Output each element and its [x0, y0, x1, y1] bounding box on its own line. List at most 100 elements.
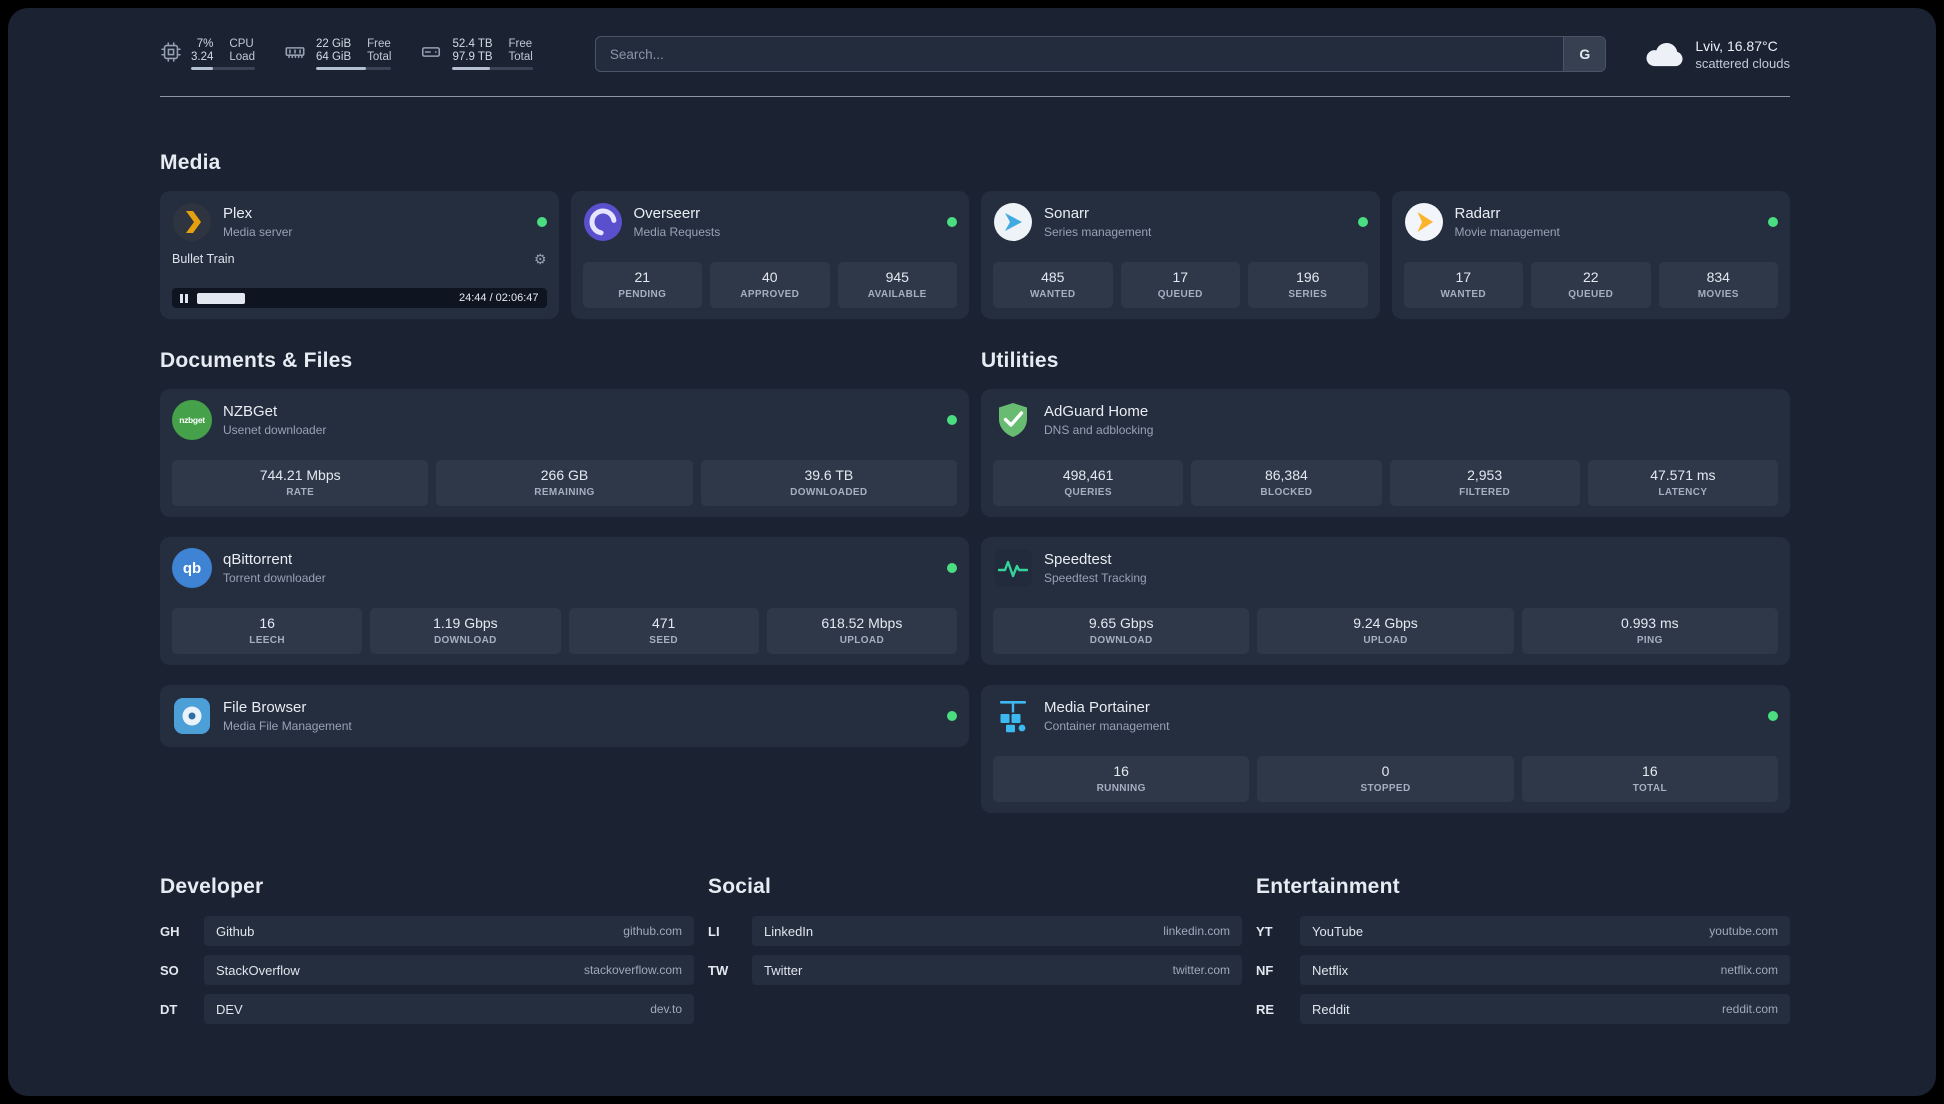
bookmark-name: StackOverflow — [216, 962, 300, 978]
cpu-usage-bar — [191, 67, 255, 70]
cpu-label: CPU — [229, 38, 254, 50]
qbittorrent-icon: qb — [172, 548, 212, 588]
ram-free-label: Free — [367, 38, 391, 50]
bookmark-name: Github — [216, 923, 255, 939]
section-title-developer: Developer — [160, 875, 264, 898]
service-name: Radarr — [1454, 205, 1501, 222]
speedtest-icon — [993, 548, 1033, 588]
service-subtitle: Torrent downloader — [223, 571, 326, 585]
bookmark-domain: github.com — [623, 924, 682, 938]
status-dot — [1768, 217, 1778, 227]
service-card-portainer[interactable]: Media Portainer Container management 16 … — [981, 685, 1790, 813]
bookmark-domain: netflix.com — [1720, 963, 1778, 977]
status-dot — [1357, 217, 1368, 227]
search-input[interactable] — [595, 37, 1564, 71]
service-subtitle: Media Requests — [633, 225, 721, 239]
bookmark-abbr: LI — [708, 923, 720, 939]
stat-wanted: 17 WANTED — [1403, 262, 1523, 308]
bookmark-domain: twitter.com — [1172, 963, 1230, 977]
service-card-radarr[interactable]: Radarr Movie management 17 WANTED 22 QUE… — [1391, 191, 1790, 319]
service-card-qbittorrent[interactable]: qb qBittorrent Torrent downloader 16 LEE… — [160, 537, 969, 665]
status-dot — [1768, 711, 1778, 721]
ram-free-value: 22 GiB — [315, 38, 352, 50]
bookmark-github[interactable]: GH Github github.com — [160, 916, 694, 946]
section-media: Media Plex Media server — [160, 151, 1790, 319]
stat-queued: 17 QUEUED — [1120, 262, 1240, 308]
cpu-load-value: 3.24 — [191, 51, 214, 63]
service-name: File Browser — [223, 699, 307, 716]
section-title-media: Media — [160, 151, 221, 174]
bookmark-reddit[interactable]: RE Reddit reddit.com — [1256, 994, 1790, 1024]
pause-button[interactable] — [180, 293, 188, 303]
cpu-widget: 7% CPU 3.24 Load — [160, 38, 255, 70]
ram-total-value: 64 GiB — [315, 51, 352, 63]
playback-progress[interactable] — [196, 292, 450, 304]
service-name: NZBGet — [223, 403, 278, 420]
bookmark-abbr: YT — [1256, 923, 1273, 939]
adguard-icon — [993, 400, 1033, 440]
service-card-speedtest[interactable]: Speedtest Speedtest Tracking 9.65 Gbps D… — [981, 537, 1790, 665]
service-subtitle: Media server — [223, 225, 293, 239]
stat-seed: 471 SEED — [568, 608, 759, 654]
bookmark-stackoverflow[interactable]: SO StackOverflow stackoverflow.com — [160, 955, 694, 985]
nzbget-icon: nzbget — [172, 400, 212, 440]
bookmark-netflix[interactable]: NF Netflix netflix.com — [1256, 955, 1790, 985]
stat-upload: 618.52 Mbps UPLOAD — [766, 608, 957, 654]
service-name: qBittorrent — [223, 551, 293, 568]
status-dot — [947, 563, 957, 573]
stat-ping: 0.993 ms PING — [1521, 608, 1778, 654]
section-documents: Documents & Files nzbget NZBGet Usenet d… — [160, 349, 969, 813]
stat-blocked: 86,384 BLOCKED — [1191, 460, 1382, 506]
service-card-overseerr[interactable]: Overseerr Media Requests 21 PENDING 40 A… — [570, 191, 969, 319]
cpu-percent: 7% — [196, 38, 214, 50]
stat-download: 1.19 Gbps DOWNLOAD — [370, 608, 561, 654]
service-card-filebrowser[interactable]: File Browser Media File Management — [160, 685, 969, 747]
cpu-icon — [160, 41, 182, 63]
service-subtitle: Usenet downloader — [223, 423, 327, 437]
status-dot — [947, 711, 957, 721]
stat-total: 16 TOTAL — [1521, 756, 1778, 802]
service-name: Media Portainer — [1044, 699, 1150, 716]
gear-icon[interactable]: ⚙ — [533, 251, 547, 267]
bookmark-abbr: DT — [160, 1001, 178, 1017]
bookmark-youtube[interactable]: YT YouTube youtube.com — [1256, 916, 1790, 946]
ram-total-label: Total — [367, 51, 392, 63]
filebrowser-icon — [172, 696, 212, 736]
topbar: 7% CPU 3.24 Load — [160, 36, 1790, 72]
bookmark-group-entertainment: Entertainment YT YouTube youtube.com NF … — [1256, 875, 1790, 1033]
stat-series: 196 SERIES — [1248, 262, 1368, 308]
service-card-sonarr[interactable]: Sonarr Series management 485 WANTED 17 Q… — [981, 191, 1380, 319]
service-card-adguard[interactable]: AdGuard Home DNS and adblocking 498,461 … — [981, 389, 1790, 517]
disk-total-label: Total — [508, 51, 533, 63]
section-title-utilities: Utilities — [981, 349, 1059, 372]
playback-time: 24:44 / 02:06:47 — [458, 292, 539, 304]
bookmark-domain: linkedin.com — [1163, 924, 1230, 938]
stat-approved: 40 APPROVED — [710, 262, 830, 308]
service-card-nzbget[interactable]: nzbget NZBGet Usenet downloader 744.21 M… — [160, 389, 969, 517]
stat-rate: 744.21 Mbps RATE — [172, 460, 429, 506]
disk-widget: 52.4 TB Free 97.9 TB Total — [419, 38, 533, 70]
bookmark-abbr: NF — [1256, 962, 1274, 978]
stat-latency: 47.571 ms LATENCY — [1587, 460, 1778, 506]
service-subtitle: Media File Management — [223, 719, 352, 733]
bookmark-dev[interactable]: DT DEV dev.to — [160, 994, 694, 1024]
stat-pending: 21 PENDING — [582, 262, 702, 308]
bookmark-name: YouTube — [1312, 923, 1364, 939]
service-card-plex[interactable]: Plex Media server Bullet Train ⚙ — [160, 191, 559, 319]
bookmark-linkedin[interactable]: LI LinkedIn linkedin.com — [708, 916, 1242, 946]
playback-progress-fill — [196, 292, 245, 304]
search-bar[interactable]: G — [594, 36, 1607, 72]
dashboard-panel: 7% CPU 3.24 Load — [8, 8, 1936, 1096]
section-title-social: Social — [708, 875, 772, 898]
bookmark-twitter[interactable]: TW Twitter twitter.com — [708, 955, 1242, 985]
stat-downloaded: 39.6 TB DOWNLOADED — [700, 460, 957, 506]
service-subtitle: Series management — [1044, 225, 1152, 239]
search-provider-button[interactable]: G — [1563, 37, 1606, 71]
bookmark-name: Reddit — [1312, 1001, 1350, 1017]
status-dot — [947, 415, 957, 425]
now-playing-title: Bullet Train — [172, 252, 235, 266]
stat-download: 9.65 Gbps DOWNLOAD — [993, 608, 1250, 654]
stat-filtered: 2,953 FILTERED — [1389, 460, 1580, 506]
ram-icon — [283, 41, 307, 63]
stat-stopped: 0 STOPPED — [1257, 756, 1514, 802]
